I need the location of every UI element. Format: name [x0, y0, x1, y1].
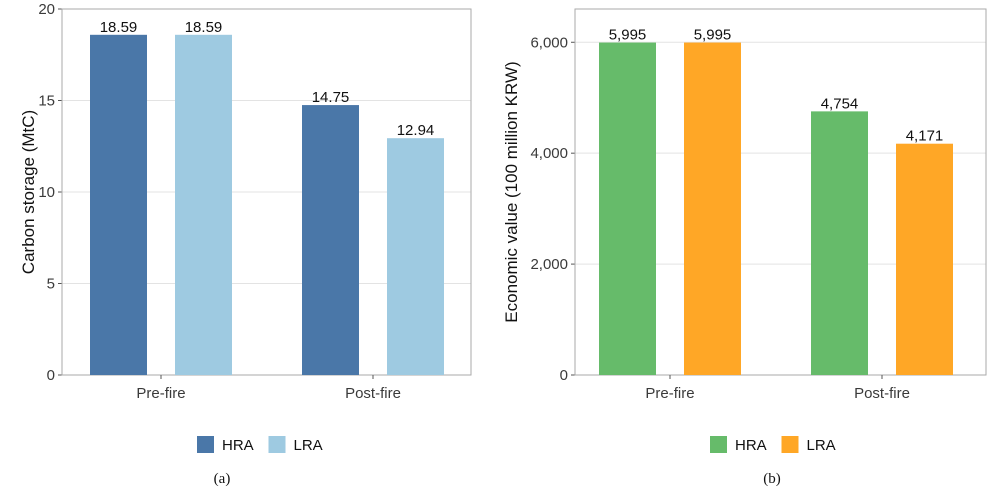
legend-swatch-hra: [197, 436, 214, 453]
data-label: 12.94: [397, 122, 435, 139]
y-axis-title: Economic value (100 million KRW): [502, 61, 521, 322]
legend-label-hra: HRA: [735, 437, 767, 454]
bar-hra-pre-fire: [90, 34, 147, 375]
y-tick-label: 0: [560, 367, 568, 384]
y-tick-label: 4,000: [530, 145, 568, 162]
bar-lra-pre-fire: [175, 34, 232, 375]
y-tick-label: 0: [47, 367, 55, 384]
legend-swatch-lra: [268, 436, 286, 453]
y-tick-label: 15: [38, 93, 55, 110]
economic-value-chart: 0 2,000 4,000 6,000 5,995 5,995 Pre-fire 4,754 4…: [502, 8, 987, 487]
x-tick-label: Post-fire: [345, 385, 401, 402]
data-label: 14.75: [312, 89, 350, 106]
panel-caption: (b): [763, 471, 781, 487]
bar-hra-pre-fire: [599, 42, 656, 376]
data-label: 4,171: [906, 128, 944, 145]
data-label: 18.59: [185, 19, 223, 36]
data-label: 5,995: [694, 27, 732, 44]
bar-lra-pre-fire: [684, 42, 741, 376]
y-tick-label: 20: [38, 1, 55, 18]
carbon-storage-chart: 0 5 10 15 20 18.59 18.59 Pre-fire 14.75 12.94 Post…: [19, 1, 472, 487]
legend-swatch-hra: [710, 436, 727, 453]
legend-label-lra: LRA: [807, 437, 836, 454]
bar-hra-post-fire: [302, 105, 359, 375]
legend-swatch-lra: [781, 436, 799, 453]
plot-border: [61, 8, 472, 376]
y-tick-label: 6,000: [530, 34, 568, 51]
data-label: 5,995: [609, 27, 647, 44]
legend: HRA LRA: [197, 436, 323, 454]
legend-label-lra: LRA: [294, 437, 323, 454]
y-tick-label: 10: [38, 184, 55, 201]
bar-hra-post-fire: [811, 111, 868, 376]
x-tick-label: Pre-fire: [136, 385, 185, 402]
legend: HRA LRA: [710, 436, 836, 454]
x-tick-label: Post-fire: [854, 385, 910, 402]
chart-panel-economic-value: 0 2,000 4,000 6,000 5,995 5,995 Pre-fire 4,754 4…: [495, 0, 990, 491]
y-axis-title: Carbon storage (MtC): [19, 110, 38, 274]
x-tick-label: Pre-fire: [645, 385, 694, 402]
panel-caption: (a): [214, 471, 231, 487]
chart-panel-carbon-storage: 0 5 10 15 20 18.59 18.59 Pre-fire 14.75 12.94 Post…: [19, 1, 472, 487]
plot-border: [574, 8, 987, 376]
legend-label-hra: HRA: [222, 437, 254, 454]
y-tick-label: 2,000: [530, 256, 568, 273]
data-label: 4,754: [821, 95, 859, 112]
y-tick-label: 5: [47, 276, 55, 293]
bar-lra-post-fire: [387, 138, 444, 375]
data-label: 18.59: [100, 19, 138, 36]
bar-lra-post-fire: [896, 143, 953, 375]
